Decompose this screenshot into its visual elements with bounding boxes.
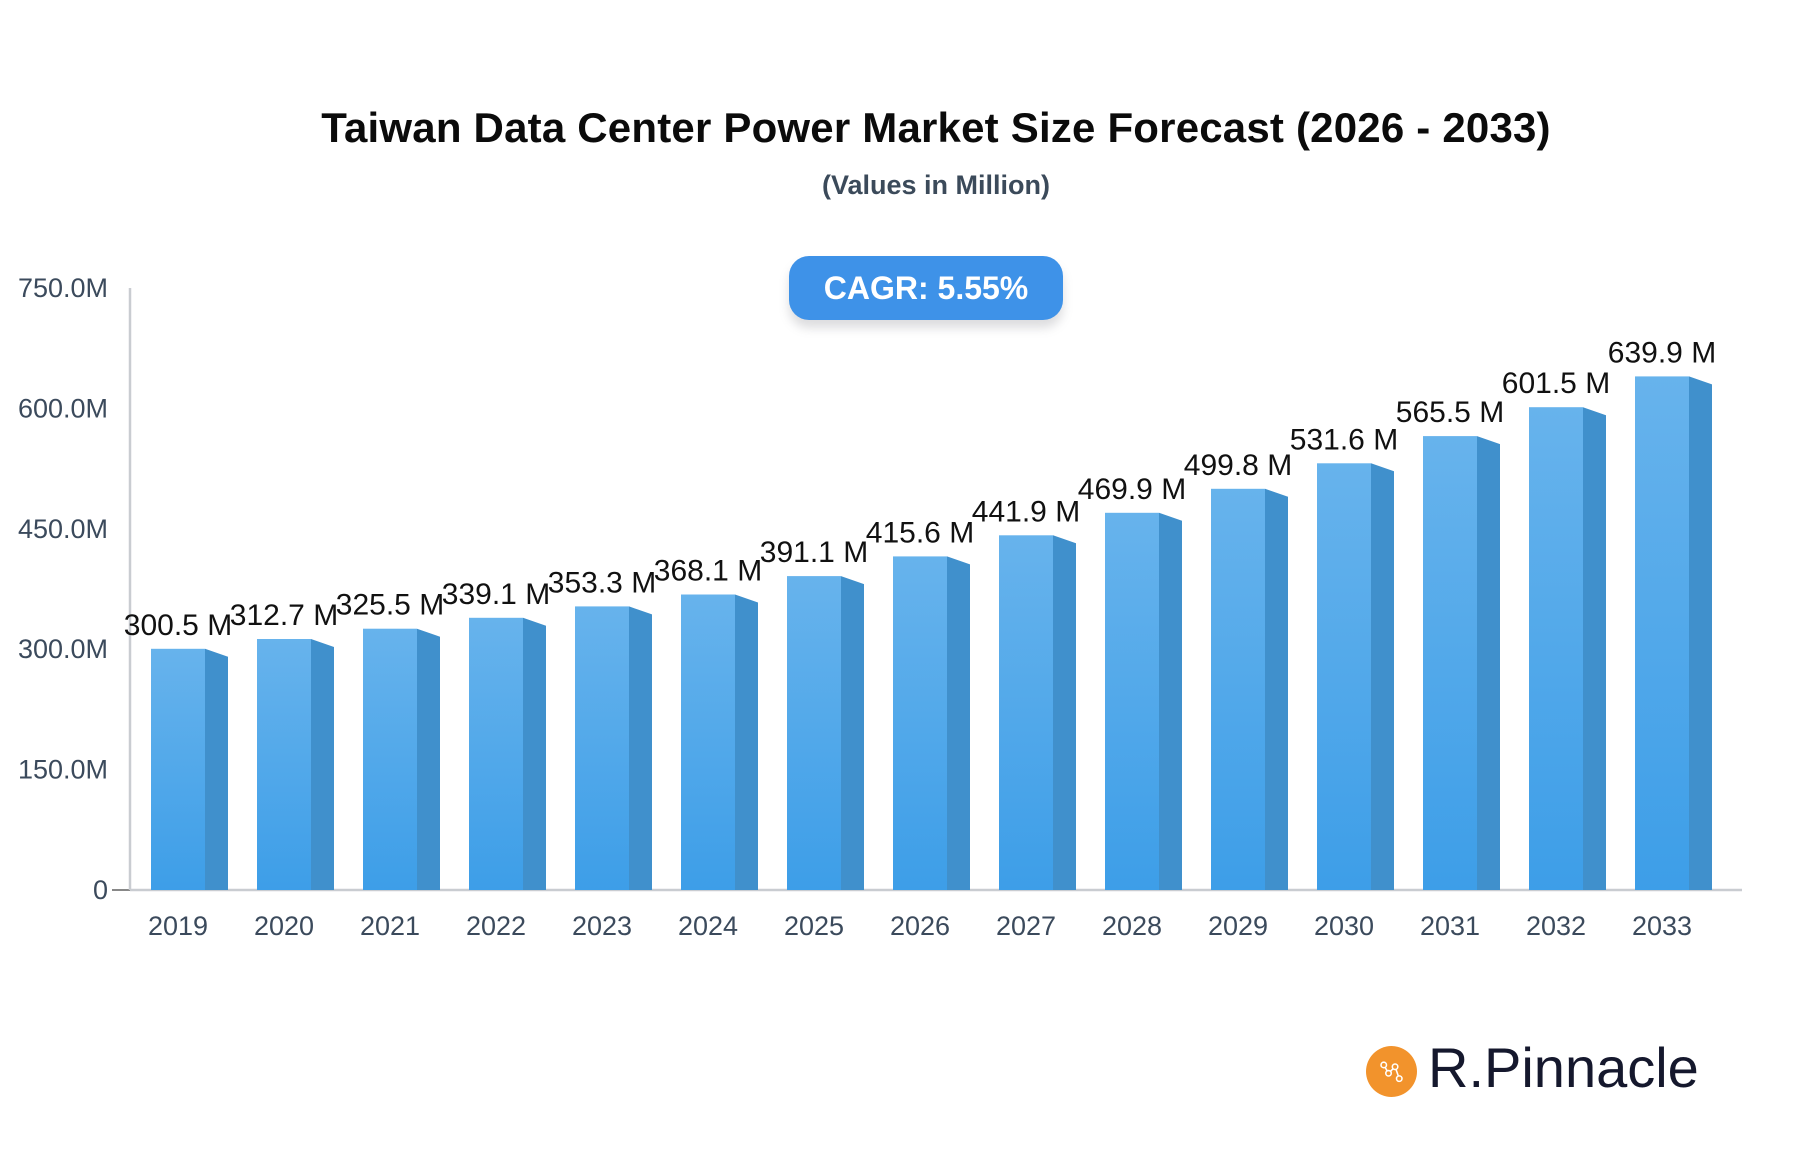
svg-text:2023: 2023 (572, 911, 632, 941)
svg-text:2033: 2033 (1632, 911, 1692, 941)
svg-text:0: 0 (93, 875, 108, 905)
svg-text:300.5 M: 300.5 M (124, 609, 232, 642)
svg-text:2028: 2028 (1102, 911, 1162, 941)
svg-text:312.7 M: 312.7 M (230, 599, 338, 632)
svg-text:639.9 M: 639.9 M (1608, 336, 1716, 369)
svg-text:499.8 M: 499.8 M (1184, 449, 1292, 482)
svg-text:150.0M: 150.0M (18, 755, 108, 785)
svg-text:300.0M: 300.0M (18, 634, 108, 664)
svg-text:565.5 M: 565.5 M (1396, 396, 1504, 429)
svg-text:600.0M: 600.0M (18, 393, 108, 423)
svg-text:415.6 M: 415.6 M (866, 516, 974, 549)
svg-text:469.9 M: 469.9 M (1078, 473, 1186, 506)
svg-text:601.5 M: 601.5 M (1502, 367, 1610, 400)
svg-text:2024: 2024 (678, 911, 738, 941)
svg-text:325.5 M: 325.5 M (336, 589, 444, 622)
svg-text:441.9 M: 441.9 M (972, 495, 1080, 528)
svg-text:2021: 2021 (360, 911, 420, 941)
svg-text:2029: 2029 (1208, 911, 1268, 941)
svg-text:2027: 2027 (996, 911, 1056, 941)
svg-text:2031: 2031 (1420, 911, 1480, 941)
svg-text:450.0M: 450.0M (18, 514, 108, 544)
svg-text:2032: 2032 (1526, 911, 1586, 941)
svg-text:368.1 M: 368.1 M (654, 555, 762, 588)
svg-text:750.0M: 750.0M (18, 273, 108, 303)
svg-text:2020: 2020 (254, 911, 314, 941)
svg-text:2025: 2025 (784, 911, 844, 941)
svg-text:339.1 M: 339.1 M (442, 578, 550, 611)
svg-text:2030: 2030 (1314, 911, 1374, 941)
svg-text:353.3 M: 353.3 M (548, 566, 656, 599)
svg-text:2022: 2022 (466, 911, 526, 941)
svg-text:531.6 M: 531.6 M (1290, 423, 1398, 456)
svg-text:2026: 2026 (890, 911, 950, 941)
svg-text:2019: 2019 (148, 911, 208, 941)
svg-text:391.1 M: 391.1 M (760, 536, 868, 569)
